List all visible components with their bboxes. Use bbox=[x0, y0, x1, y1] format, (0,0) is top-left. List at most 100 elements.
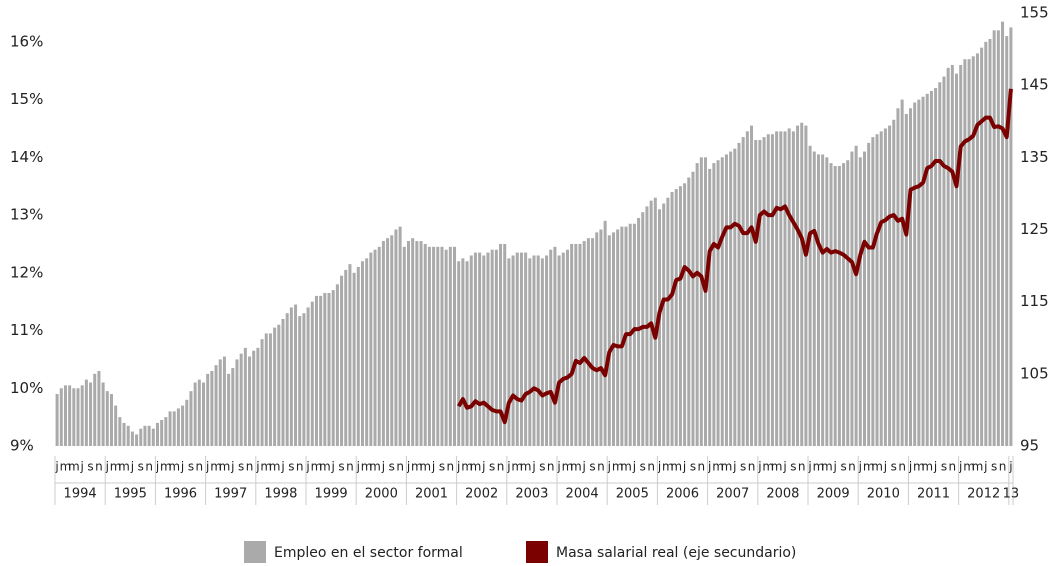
x-tick-label: j bbox=[205, 460, 209, 474]
bar bbox=[691, 171, 695, 446]
bar bbox=[306, 307, 310, 446]
bar bbox=[444, 249, 448, 446]
bar bbox=[762, 137, 766, 447]
bar bbox=[662, 203, 666, 446]
bar bbox=[499, 243, 503, 446]
bar bbox=[423, 243, 427, 446]
x-tick-label: n bbox=[798, 460, 806, 474]
year-label: 2008 bbox=[766, 487, 799, 502]
bar bbox=[1005, 36, 1009, 447]
bar bbox=[335, 284, 339, 446]
year-label: 2005 bbox=[616, 487, 649, 502]
bar bbox=[846, 160, 850, 446]
bar bbox=[285, 313, 289, 446]
bar bbox=[565, 249, 569, 446]
x-tick-label: m bbox=[511, 460, 523, 474]
bar bbox=[783, 131, 787, 446]
x-tick-label: n bbox=[196, 460, 204, 474]
x-tick-label: s bbox=[238, 460, 244, 474]
x-tick-label: j bbox=[230, 460, 234, 474]
x-tick-label: j bbox=[356, 460, 360, 474]
bar bbox=[356, 267, 360, 446]
year-label: 2010 bbox=[867, 487, 900, 502]
bar bbox=[934, 88, 938, 446]
bar bbox=[775, 131, 779, 446]
bar bbox=[411, 238, 415, 446]
x-tick-label: m bbox=[419, 460, 431, 474]
bar bbox=[996, 30, 1000, 446]
bar bbox=[921, 96, 925, 447]
x-tick-label: s bbox=[188, 460, 194, 474]
bar bbox=[620, 226, 624, 446]
year-label: 2001 bbox=[415, 487, 448, 502]
bar bbox=[352, 272, 356, 446]
x-tick-label: j bbox=[456, 460, 460, 474]
x-tick-label: j bbox=[331, 460, 335, 474]
bar bbox=[888, 125, 892, 446]
bar bbox=[155, 422, 159, 446]
bar bbox=[473, 252, 477, 446]
bar bbox=[277, 324, 281, 446]
x-tick-label: m bbox=[612, 460, 624, 474]
bar bbox=[980, 47, 984, 446]
bar bbox=[168, 411, 172, 446]
bar bbox=[202, 382, 206, 446]
bar bbox=[97, 370, 101, 446]
x-tick-label: j bbox=[632, 460, 636, 474]
bar bbox=[524, 252, 528, 446]
legend-swatch bbox=[244, 541, 266, 563]
bar bbox=[482, 255, 486, 446]
x-tick-label: n bbox=[647, 460, 655, 474]
bar bbox=[858, 157, 862, 447]
bar bbox=[712, 163, 716, 446]
x-tick-label: m bbox=[562, 460, 574, 474]
bar bbox=[227, 373, 231, 446]
y2-tick-label: 125 bbox=[1020, 220, 1049, 238]
x-tick-label: m bbox=[210, 460, 222, 474]
bar bbox=[160, 420, 164, 446]
x-tick-label: m bbox=[871, 460, 883, 474]
bar bbox=[674, 189, 678, 446]
bar bbox=[913, 102, 917, 446]
bar bbox=[436, 246, 440, 446]
bar bbox=[369, 252, 373, 446]
x-tick-label: j bbox=[105, 460, 109, 474]
bar bbox=[578, 243, 582, 446]
x-tick-label: j bbox=[958, 460, 962, 474]
bar bbox=[406, 241, 411, 446]
bar bbox=[218, 359, 222, 446]
bar bbox=[942, 76, 946, 447]
legend: Empleo en el sector formal Masa salarial … bbox=[244, 541, 796, 563]
bar bbox=[68, 385, 72, 446]
bar bbox=[319, 295, 323, 446]
bar bbox=[653, 197, 657, 446]
x-tick-label: j bbox=[180, 460, 184, 474]
bar bbox=[231, 368, 235, 446]
bar bbox=[114, 405, 118, 446]
year-label: 13 bbox=[1003, 487, 1020, 502]
x-tick-label: m bbox=[411, 460, 423, 474]
y-tick-label: 13% bbox=[10, 206, 43, 224]
bar bbox=[754, 140, 758, 446]
bar bbox=[273, 327, 277, 446]
bar bbox=[729, 151, 733, 446]
x-tick-label: m bbox=[68, 460, 80, 474]
y-tick-label: 16% bbox=[10, 32, 43, 50]
bar bbox=[294, 304, 298, 446]
x-tick-label: n bbox=[447, 460, 455, 474]
x-tick-label: m bbox=[821, 460, 833, 474]
year-label: 1998 bbox=[264, 487, 297, 502]
bar bbox=[130, 431, 134, 446]
y-tick-label: 15% bbox=[10, 90, 43, 108]
bar bbox=[193, 382, 197, 446]
bar bbox=[879, 131, 883, 446]
x-tick-label: j bbox=[807, 460, 811, 474]
x-tick-label: m bbox=[712, 460, 724, 474]
year-label: 2000 bbox=[365, 487, 398, 502]
x-tick-label: j bbox=[130, 460, 134, 474]
bar bbox=[490, 249, 494, 446]
bar bbox=[260, 339, 264, 446]
bar bbox=[850, 151, 854, 446]
bar bbox=[821, 154, 825, 447]
bar bbox=[461, 258, 465, 446]
